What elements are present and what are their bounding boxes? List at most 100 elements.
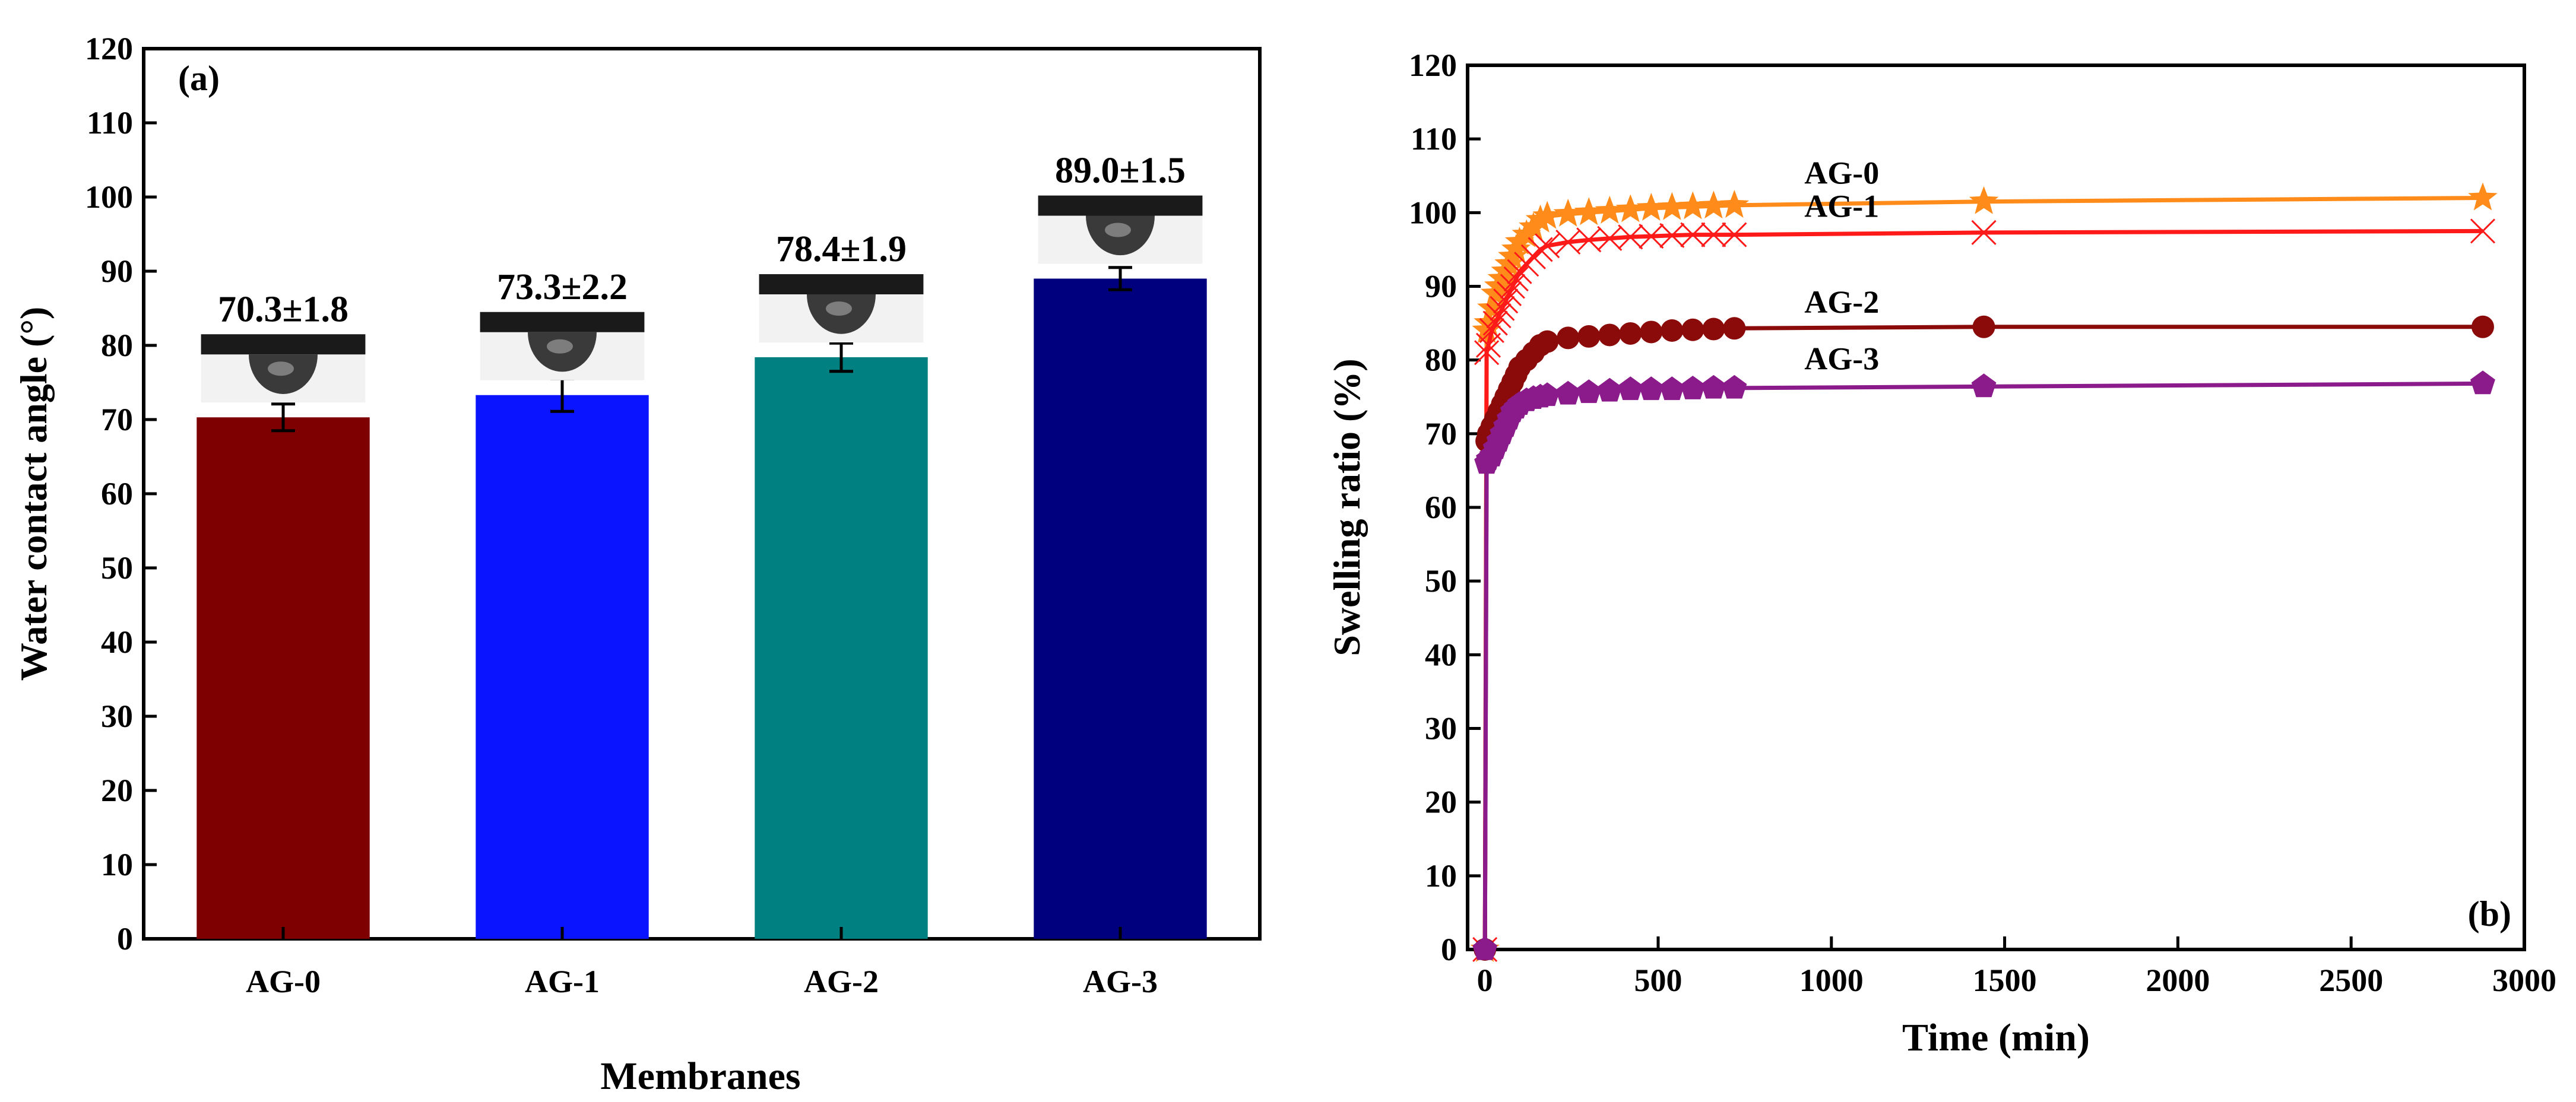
x-tick-label: 2500 xyxy=(2319,963,2383,998)
data-point xyxy=(1659,223,1685,248)
data-point xyxy=(1557,326,1580,350)
data-point xyxy=(1532,201,1562,229)
data-point xyxy=(1477,293,1507,321)
data-point xyxy=(1490,296,1515,321)
y-tick-label: 40 xyxy=(101,624,133,660)
data-point xyxy=(1971,220,1997,245)
data-point xyxy=(1577,325,1601,348)
data-point xyxy=(1576,379,1602,404)
panel-a-label: (a) xyxy=(178,59,220,98)
x-tick-label: 3000 xyxy=(2492,963,2556,998)
panel-a-y-axis: 0 10 20 30 40 50 60 70 80 90 100 110 120 xyxy=(85,31,157,957)
y-tick-label: 50 xyxy=(1425,563,1457,599)
panel-b-line-chart: (b) 0 10 20 30 40 50 60 70 80 90 100 110 120 0 500 1000… xyxy=(1326,47,2556,1059)
data-point xyxy=(1639,376,1664,401)
data-point xyxy=(1598,323,1621,347)
panel-a-bar-chart: (a) 0 10 20 30 40 50 60 70 80 90 100 110 120 70.3±1.… xyxy=(12,31,1262,1098)
data-point xyxy=(1493,288,1519,314)
series-ag-3: AG-3 xyxy=(1472,341,2495,960)
data-point xyxy=(1472,936,1498,960)
data-point xyxy=(1680,376,1706,399)
data-point xyxy=(1618,376,1643,401)
data-point xyxy=(2468,182,2498,211)
data-point xyxy=(1535,382,1560,406)
series-ag-0: AG-0 xyxy=(1470,155,2498,962)
x-tick-label: AG-0 xyxy=(246,964,321,999)
series-label: AG-3 xyxy=(1804,341,1879,376)
x-tick-label: 1000 xyxy=(1799,963,1864,998)
panel-b-series: AG-0AG-1 AG-2 AG-3 xyxy=(1470,155,2498,963)
data-point xyxy=(1722,374,1747,399)
data-point xyxy=(1657,192,1687,220)
data-point xyxy=(1525,204,1555,233)
data-point xyxy=(1482,310,1508,336)
data-point xyxy=(1500,274,1525,299)
data-point xyxy=(1535,233,1560,259)
bar-ag-3 xyxy=(1034,278,1207,939)
data-point xyxy=(1597,377,1623,402)
data-point xyxy=(1701,374,1726,399)
y-tick-label: 0 xyxy=(117,921,133,957)
bar-ag-1 xyxy=(476,395,649,939)
y-tick-label: 60 xyxy=(101,476,133,512)
droplet-photo xyxy=(1038,195,1203,264)
y-tick-label: 30 xyxy=(101,698,133,734)
x-tick-label: 2000 xyxy=(2146,963,2210,998)
y-tick-label: 80 xyxy=(101,328,133,363)
y-tick-label: 10 xyxy=(101,847,133,882)
y-tick-label: 10 xyxy=(1425,858,1457,894)
y-tick-label: 30 xyxy=(1425,711,1457,747)
data-point xyxy=(1555,229,1581,255)
data-point xyxy=(1719,189,1750,218)
data-point xyxy=(1553,198,1583,227)
value-label: 78.4±1.9 xyxy=(776,229,907,269)
data-point xyxy=(1615,194,1645,223)
data-point xyxy=(1678,191,1708,220)
droplet-photo xyxy=(759,274,924,342)
data-point xyxy=(1574,197,1604,226)
data-point xyxy=(1503,266,1529,292)
series-line xyxy=(1482,196,2483,950)
data-point xyxy=(1536,330,1559,353)
x-tick-label: 1500 xyxy=(1973,963,2037,998)
data-point xyxy=(1661,319,1684,342)
droplet-photo xyxy=(480,312,645,380)
y-tick-label: 110 xyxy=(1411,121,1457,157)
y-tick-label: 40 xyxy=(1425,637,1457,672)
data-point xyxy=(1474,340,1500,366)
bar-ag-2 xyxy=(755,357,928,939)
y-tick-label: 90 xyxy=(1425,269,1457,304)
y-tick-label: 90 xyxy=(101,253,133,289)
value-label: 89.0±1.5 xyxy=(1055,151,1186,191)
data-point xyxy=(2470,218,2496,244)
y-tick-label: 20 xyxy=(1425,785,1457,820)
data-point xyxy=(1595,195,1624,224)
data-point xyxy=(1659,376,1685,401)
droplet-photo xyxy=(201,334,366,403)
y-tick-label: 110 xyxy=(87,105,133,141)
data-point xyxy=(1496,281,1522,306)
data-point xyxy=(1619,322,1642,345)
panel-b-label: (b) xyxy=(2468,894,2511,933)
x-tick-label: AG-3 xyxy=(1083,964,1158,999)
y-tick-label: 80 xyxy=(1425,342,1457,378)
y-tick-label: 50 xyxy=(101,550,133,586)
y-tick-label: 120 xyxy=(85,31,133,66)
data-point xyxy=(1640,320,1663,344)
y-tick-label: 120 xyxy=(1409,47,1457,83)
data-point xyxy=(1528,237,1553,262)
data-point xyxy=(1681,318,1704,341)
data-point xyxy=(1701,222,1726,247)
y-tick-label: 0 xyxy=(1441,932,1457,967)
y-tick-label: 100 xyxy=(1409,195,1457,230)
y-tick-label: 100 xyxy=(85,179,133,215)
data-point xyxy=(1639,224,1664,249)
y-tick-label: 70 xyxy=(1425,416,1457,452)
x-tick-label: 0 xyxy=(1477,963,1493,998)
data-point xyxy=(2471,315,2494,338)
x-tick-label: AG-2 xyxy=(804,964,879,999)
series-ag-2: AG-2 xyxy=(1474,284,2494,961)
data-point xyxy=(1576,227,1602,253)
panel-a-bars: 70.3±1.8 AG-0 73.3±2.2 AG-1 78.4±1.9 AG-2 89.0… xyxy=(197,151,1207,999)
